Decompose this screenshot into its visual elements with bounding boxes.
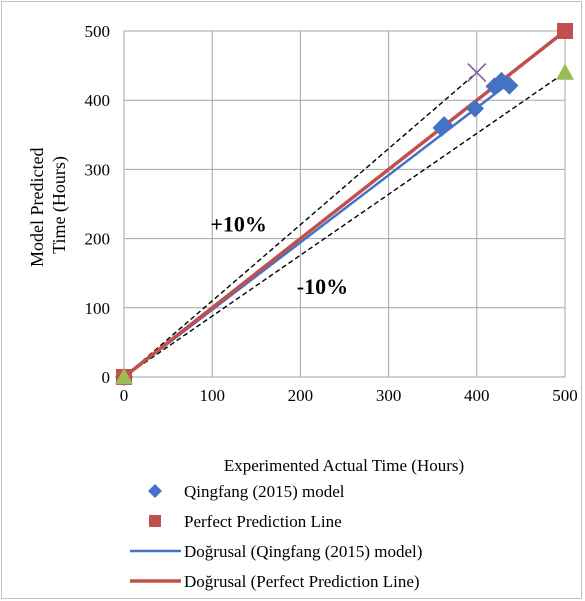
plot-area xyxy=(123,30,566,378)
legend-swatch-0 xyxy=(148,484,162,498)
annotation-0: +10% xyxy=(210,212,267,237)
legend-label-3: Doğrusal (Perfect Prediction Line) xyxy=(184,572,420,591)
x-tick-label-1: 100 xyxy=(199,386,225,405)
annotation-1: -10% xyxy=(297,274,348,299)
marker-s0-3 xyxy=(466,99,485,118)
y-tick-label-0: 0 xyxy=(102,368,111,387)
tick-labels: 0 100 200 300 400 500 0 100 200 300 400 500 xyxy=(85,22,578,405)
data-markers xyxy=(115,23,574,386)
marker-s1-1 xyxy=(557,23,573,39)
marker-s2-0 xyxy=(467,62,487,83)
y-tick-label-2: 200 xyxy=(85,230,111,249)
x-tick-label-2: 200 xyxy=(288,386,314,405)
marker-s0-2 xyxy=(435,116,454,135)
y-axis-label-line-1: Model Predicted xyxy=(27,148,47,267)
y-tick-label-3: 300 xyxy=(85,160,111,179)
legend-item-3: Doğrusal (Perfect Prediction Line) xyxy=(130,572,420,591)
legend-label-2: Doğrusal (Qingfang (2015) model) xyxy=(184,542,422,561)
y-tick-label-5: 500 xyxy=(85,22,111,41)
x-tick-label-3: 300 xyxy=(376,386,402,405)
x-tick-label-0: 0 xyxy=(120,386,129,405)
marker-s0-6 xyxy=(500,76,519,95)
legend-swatch-1 xyxy=(149,515,161,527)
x-tick-label-4: 400 xyxy=(464,386,490,405)
legend-item-1: Perfect Prediction Line xyxy=(149,512,342,531)
plot-border xyxy=(123,30,566,378)
x-tick-label-5: 500 xyxy=(552,386,578,405)
x-axis-label: Experimented Actual Time (Hours) xyxy=(224,456,464,475)
y-axis-label: Model Predicted Time (Hours) xyxy=(27,143,70,267)
tolerance-lines xyxy=(123,71,566,378)
legend-item-0: Qingfang (2015) model xyxy=(148,482,345,501)
marker-s3-0 xyxy=(115,368,133,385)
legend-label-1: Perfect Prediction Line xyxy=(184,512,342,531)
annotations: +10% -10% xyxy=(210,212,348,299)
legend-item-2: Doğrusal (Qingfang (2015) model) xyxy=(130,542,422,561)
y-tick-label-1: 100 xyxy=(85,299,111,318)
bound-line-0 xyxy=(123,71,478,378)
legend-label-0: Qingfang (2015) model xyxy=(184,482,345,501)
legend: Qingfang (2015) model Perfect Prediction … xyxy=(130,482,422,591)
y-axis-label-line-2: Time (Hours) xyxy=(49,156,70,254)
marker-s3-1 xyxy=(556,63,574,80)
bound-line-1 xyxy=(123,71,566,378)
y-tick-label-4: 400 xyxy=(85,91,111,110)
